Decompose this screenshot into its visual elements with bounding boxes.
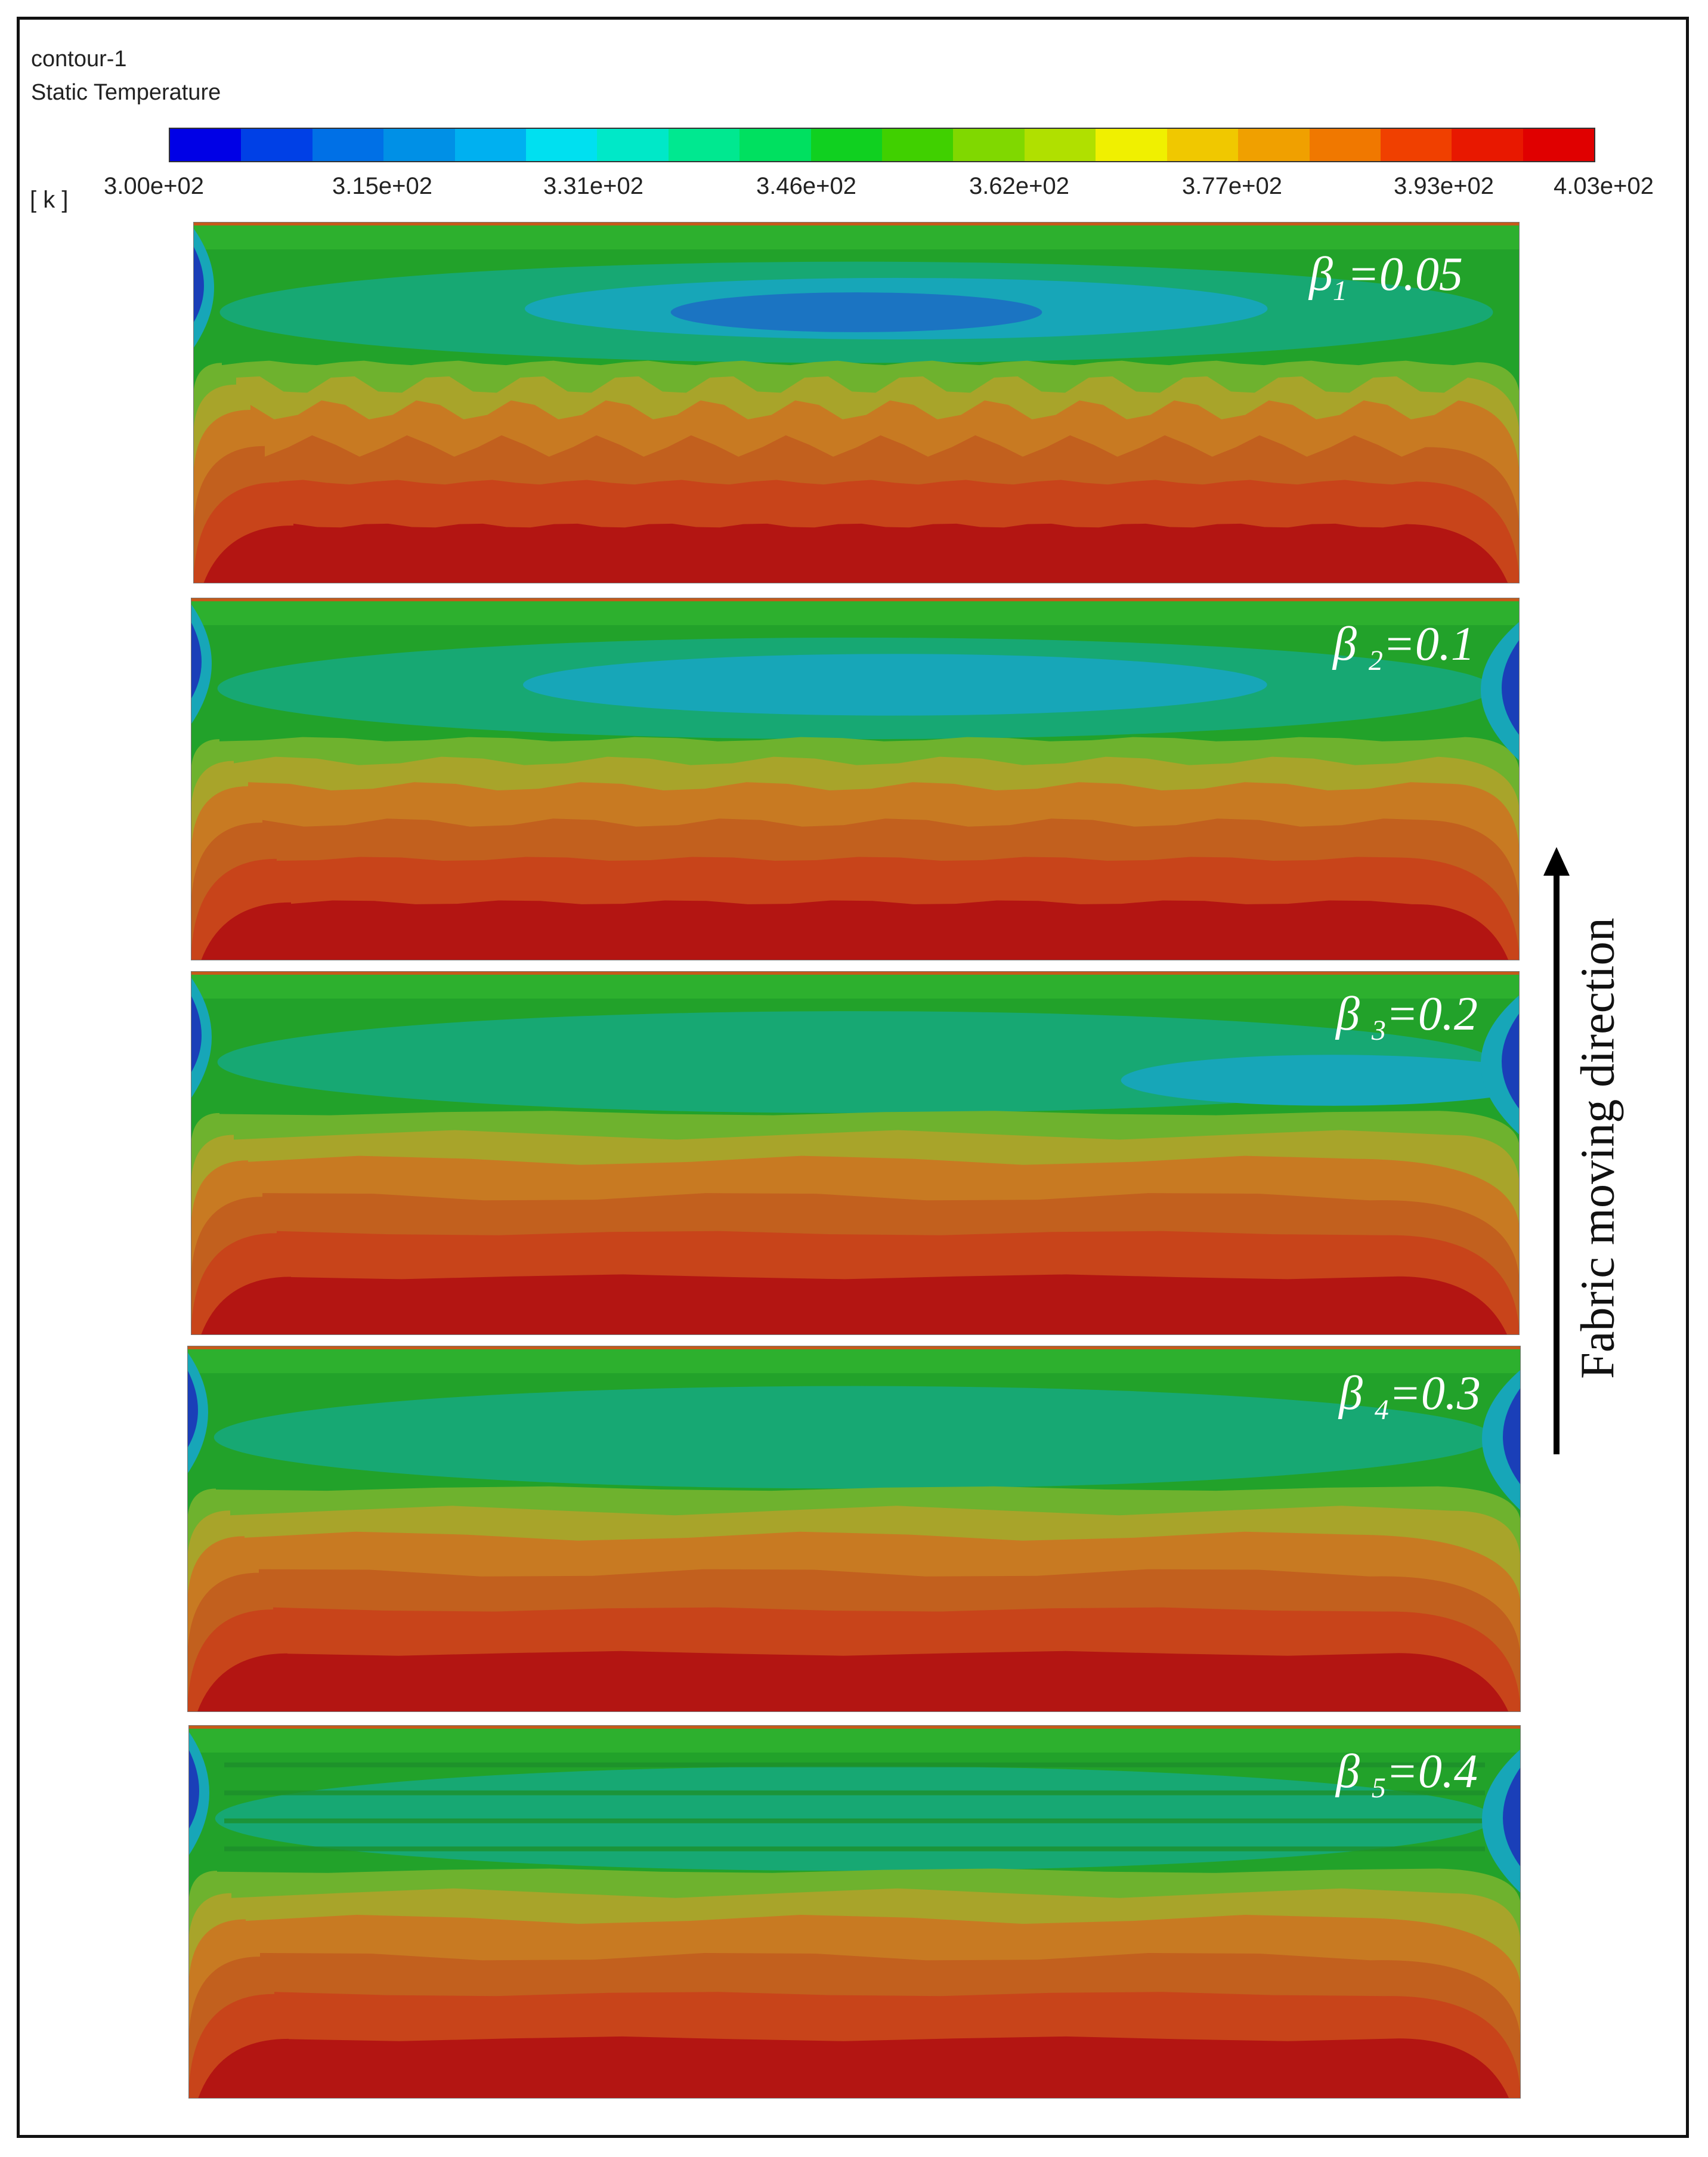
beta-symbol: β <box>1336 988 1372 1040</box>
colorbar-segment <box>882 129 954 161</box>
colorbar-segment <box>739 129 811 161</box>
top-edge <box>187 1346 1521 1349</box>
beta-value: =0.1 <box>1382 618 1475 670</box>
beta-value: =0.3 <box>1388 1367 1481 1420</box>
beta-value: =0.2 <box>1385 988 1478 1040</box>
colorbar-segment <box>810 129 883 161</box>
inlet-right-blue <box>1502 1013 1520 1110</box>
up-arrow-icon <box>1543 847 1570 1454</box>
colorbar-tick-label: 3.93e+02 <box>1394 173 1494 199</box>
top-edge <box>193 222 1520 225</box>
beta-subscript: 5 <box>1371 1772 1386 1804</box>
colorbar-tick-label: 4.03e+02 <box>1554 173 1654 199</box>
stripe <box>224 1762 1485 1767</box>
temperature-band <box>188 2036 1521 2099</box>
panel-label-beta3: β 3=0.2 <box>1336 990 1478 1045</box>
panel-label-beta1: β1=0.05 <box>1309 251 1463 305</box>
panel-label-beta4: β 4=0.3 <box>1339 1370 1481 1424</box>
stripe <box>224 1790 1485 1796</box>
colorbar-segment <box>1166 129 1239 161</box>
colorbar-tick-label: 3.77e+02 <box>1182 173 1282 199</box>
colorbar-tick-label: 3.46e+02 <box>756 173 856 199</box>
inlet-left-blue <box>188 1749 199 1830</box>
beta-value: =0.05 <box>1347 248 1463 301</box>
colorbar-segment <box>1380 129 1452 161</box>
unit-label: [ k ] <box>30 187 69 213</box>
temperature-band <box>191 900 1520 960</box>
contour-plot-4 <box>187 1346 1521 1712</box>
inlet-right-blue <box>1502 639 1520 736</box>
contour-panel-beta5 <box>188 1725 1521 2099</box>
temperature-band <box>187 1651 1521 1712</box>
colorbar-tick-label: 3.15e+02 <box>332 173 432 199</box>
colorbar-segment <box>1309 129 1381 161</box>
zone-top-green <box>188 1729 1521 1753</box>
contour-panel-beta4 <box>187 1346 1521 1712</box>
top-edge <box>191 971 1520 975</box>
beta-symbol: β <box>1336 1745 1372 1798</box>
colorbar-segment <box>1523 129 1595 161</box>
panel-label-beta5: β 5=0.4 <box>1336 1748 1478 1803</box>
colorbar-tick-label: 3.00e+02 <box>104 173 204 199</box>
inlet-right-blue <box>1503 1387 1521 1485</box>
beta-symbol: β <box>1309 248 1333 301</box>
colorbar-tick-label: 3.62e+02 <box>969 173 1069 199</box>
colorbar-segment <box>170 129 242 161</box>
legend-title: contour-1 <box>31 47 127 72</box>
zone-teal <box>214 1386 1494 1489</box>
colorbar-segment <box>597 129 669 161</box>
contour-plot-2 <box>191 598 1520 960</box>
stripe <box>224 1818 1485 1824</box>
colorbar-segment <box>454 129 527 161</box>
beta-subscript: 4 <box>1374 1394 1389 1426</box>
fabric-direction-label: Fabric moving direction <box>1571 917 1625 1379</box>
inlet-left-blue <box>193 246 204 323</box>
colorbar-segment <box>953 129 1025 161</box>
contour-plot-3 <box>191 971 1520 1335</box>
panel-label-beta2: β 2=0.1 <box>1333 620 1475 675</box>
zone-top-green <box>191 975 1520 999</box>
beta-subscript: 1 <box>1332 275 1347 307</box>
beta-subscript: 3 <box>1371 1015 1386 1046</box>
contour-panel-beta2 <box>191 598 1520 960</box>
colorbar-segment <box>383 129 455 161</box>
contour-plot-5 <box>188 1725 1521 2099</box>
zone-top-green <box>193 225 1520 249</box>
contour-panel-beta3 <box>191 971 1520 1335</box>
inlet-left-blue <box>191 622 202 700</box>
colorbar-tick-label: 3.31e+02 <box>543 173 643 199</box>
zone-top-green <box>191 601 1520 625</box>
zone-blue <box>670 292 1042 332</box>
colorbar-segment <box>241 129 312 161</box>
top-edge <box>191 598 1520 601</box>
contour-plot-1 <box>193 222 1520 583</box>
colorbar-segment <box>1238 129 1310 161</box>
inlet-left-blue <box>187 1370 198 1448</box>
zone-cyan <box>522 654 1267 716</box>
colorbar <box>169 128 1595 162</box>
zone-top-green <box>187 1349 1521 1373</box>
temperature-band <box>193 523 1520 583</box>
colorbar-segment <box>668 129 740 161</box>
top-edge <box>188 1725 1521 1729</box>
colorbar-segment <box>526 129 598 161</box>
beta-symbol: β <box>1333 618 1369 670</box>
beta-subscript: 2 <box>1368 645 1383 676</box>
contour-panel-beta1 <box>193 222 1520 583</box>
colorbar-segment <box>1452 129 1523 161</box>
stripe <box>224 1846 1485 1852</box>
inlet-left-blue <box>191 995 202 1073</box>
colorbar-segment <box>312 129 384 161</box>
temperature-band <box>191 1274 1520 1335</box>
legend-subtitle: Static Temperature <box>31 80 221 105</box>
colorbar-segment <box>1024 129 1096 161</box>
beta-value: =0.4 <box>1385 1745 1478 1798</box>
zone-cyan-right <box>1121 1055 1520 1106</box>
colorbar-segment <box>1096 129 1167 161</box>
beta-symbol: β <box>1339 1367 1375 1420</box>
inlet-right-blue <box>1503 1767 1521 1867</box>
